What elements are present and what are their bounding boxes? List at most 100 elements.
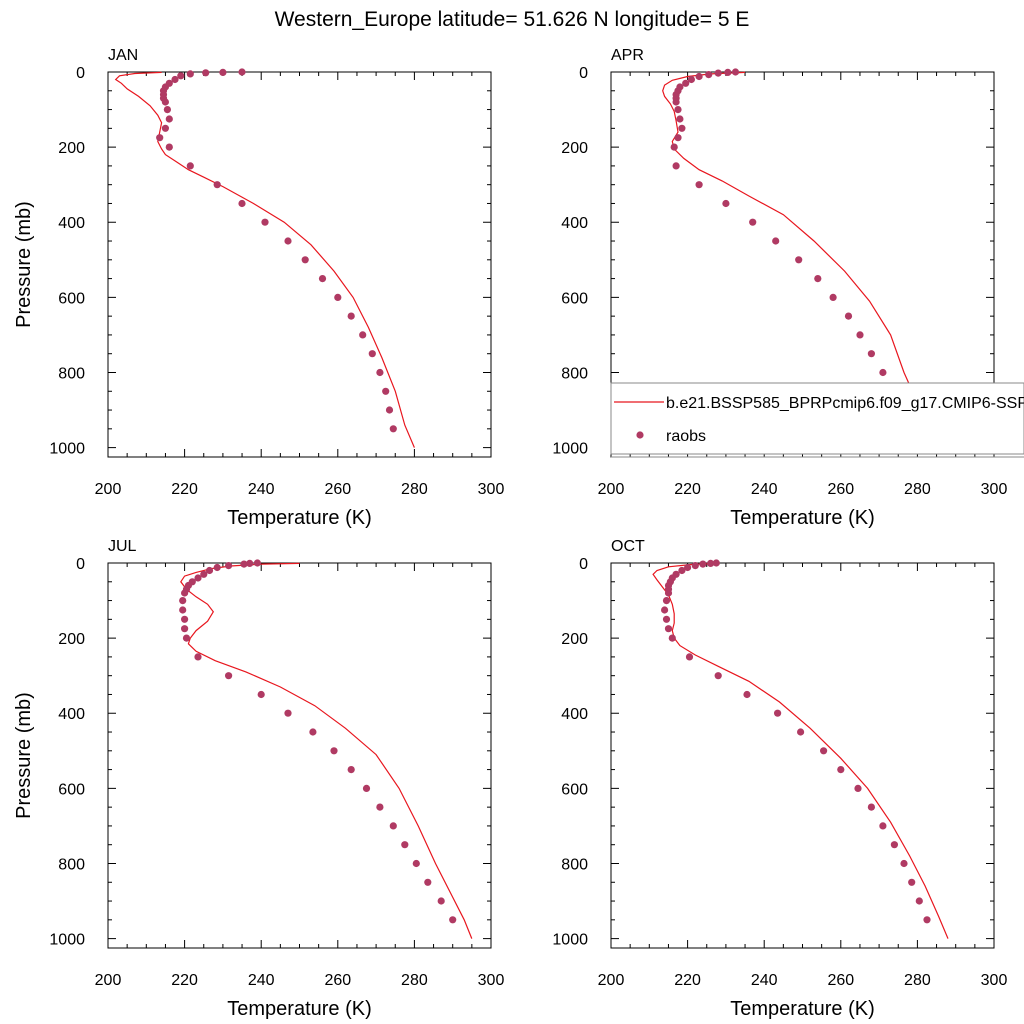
- x-tick-label: 260: [827, 972, 854, 989]
- raobs-point: [699, 560, 707, 568]
- panel-title: JAN: [108, 47, 138, 64]
- x-tick-label: 220: [674, 972, 701, 989]
- raobs-point: [867, 803, 876, 811]
- raobs-point: [238, 68, 246, 76]
- raobs-point: [202, 69, 210, 77]
- raobs-point: [676, 115, 684, 123]
- model-profile-line: [652, 562, 949, 939]
- raobs-point: [179, 597, 187, 605]
- x-tick-label: 280: [401, 972, 428, 989]
- y-tick-label: 600: [58, 781, 85, 798]
- raobs-point: [347, 312, 355, 320]
- raobs-point: [213, 563, 221, 572]
- raobs-point: [181, 589, 189, 597]
- x-tick-label: 200: [598, 481, 625, 498]
- x-tick-label: 260: [324, 972, 351, 989]
- raobs-point: [334, 293, 342, 301]
- raobs-point: [359, 331, 367, 339]
- raobs-point: [890, 841, 899, 849]
- raobs-point: [194, 574, 202, 582]
- y-tick-label: 200: [58, 140, 85, 157]
- y-axis: 0 200 400 600 800 1000: [49, 65, 491, 458]
- x-tick-label: 220: [171, 972, 198, 989]
- raobs-point: [743, 690, 751, 699]
- raobs-point: [900, 859, 908, 868]
- y-tick-label: 400: [561, 215, 588, 232]
- legend-obs-label: raobs: [666, 428, 706, 445]
- x-tick-label: 200: [598, 972, 625, 989]
- raobs-point: [177, 72, 185, 80]
- panel-title: JUL: [108, 538, 137, 555]
- x-tick-label: 280: [401, 481, 428, 498]
- x-axis-label: Temperature (K): [227, 998, 372, 1020]
- raobs-point: [156, 134, 164, 142]
- x-tick-label: 280: [904, 972, 931, 989]
- raobs-point: [674, 134, 682, 142]
- raobs-point: [318, 275, 327, 283]
- raobs-point: [837, 766, 845, 774]
- raobs-point: [165, 115, 173, 123]
- x-tick-label: 240: [751, 481, 778, 498]
- raobs-point: [163, 106, 171, 114]
- raobs-point: [284, 237, 292, 245]
- raobs-point: [309, 728, 317, 736]
- raobs-point: [722, 199, 730, 208]
- raobs-point: [664, 589, 673, 597]
- y-tick-label: 600: [58, 290, 85, 307]
- panel-title: OCT: [611, 538, 645, 555]
- y-tick-label: 400: [561, 706, 588, 723]
- y-tick-label: 600: [561, 781, 588, 798]
- raobs-point: [253, 559, 261, 567]
- y-tick-label: 800: [58, 365, 85, 382]
- raobs-point: [749, 218, 757, 226]
- raobs-point: [923, 916, 931, 924]
- x-axis-label: Temperature (K): [730, 507, 875, 529]
- legend-obs-swatch: [636, 431, 644, 439]
- raobs-point: [238, 199, 246, 208]
- raobs-point: [678, 124, 686, 132]
- raobs-points: [156, 68, 397, 433]
- y-tick-label: 0: [579, 556, 588, 573]
- raobs-point: [362, 784, 371, 793]
- y-tick-label: 0: [579, 65, 588, 82]
- raobs-point: [437, 897, 445, 905]
- raobs-point: [682, 79, 690, 87]
- y-tick-label: 400: [58, 215, 85, 232]
- legend-model-label: b.e21.BSSP585_BPRPcmip6.f09_g17.CMIP6-SS…: [666, 395, 1024, 412]
- raobs-point: [194, 653, 202, 661]
- raobs-point: [879, 822, 887, 830]
- y-tick-label: 200: [561, 631, 588, 648]
- raobs-point: [161, 98, 169, 106]
- raobs-point: [165, 143, 173, 151]
- panel-oct: OCT 200 220 240 260 280 300 0 200 400 600 800 1000 Te…: [552, 538, 1007, 1020]
- raobs-point: [181, 615, 189, 623]
- raobs-point: [705, 71, 713, 79]
- y-tick-label: 1000: [49, 932, 85, 949]
- raobs-point: [261, 218, 269, 226]
- y-axis-label: Pressure (mb): [13, 201, 35, 328]
- x-axis-label: Temperature (K): [227, 507, 372, 529]
- raobs-point: [795, 256, 803, 264]
- x-tick-label: 200: [95, 481, 122, 498]
- raobs-point: [213, 181, 221, 189]
- x-tick-label: 300: [981, 481, 1008, 498]
- raobs-point: [774, 709, 782, 717]
- raobs-point: [389, 822, 397, 830]
- x-tick-label: 200: [95, 972, 122, 989]
- model-profile-line: [662, 71, 940, 448]
- y-tick-label: 0: [76, 556, 85, 573]
- raobs-point: [724, 68, 732, 76]
- x-axis-label: Temperature (K): [730, 998, 875, 1020]
- raobs-point: [915, 897, 923, 905]
- raobs-point: [695, 72, 703, 81]
- raobs-point: [867, 350, 876, 358]
- raobs-point: [186, 70, 194, 78]
- raobs-point: [182, 634, 191, 642]
- raobs-point: [330, 747, 338, 755]
- y-axis: 0 200 400 600 800 1000: [552, 65, 994, 458]
- x-tick-label: 300: [478, 972, 505, 989]
- y-tick-label: 800: [561, 856, 588, 873]
- raobs-point: [240, 560, 248, 568]
- x-tick-label: 300: [478, 481, 505, 498]
- raobs-point: [674, 106, 682, 114]
